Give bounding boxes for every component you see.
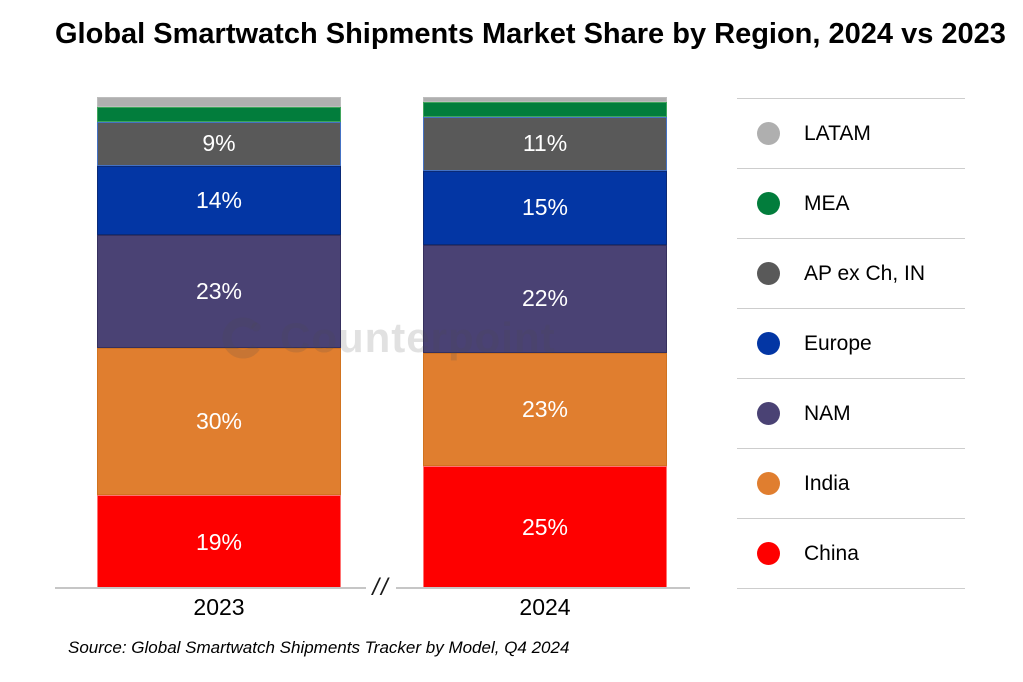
legend-label-ap-ex-ch-in: AP ex Ch, IN	[804, 261, 925, 285]
bar-segment-latam-2023	[97, 97, 341, 107]
legend-item-ap-ex-ch-in: AP ex Ch, IN	[737, 238, 965, 308]
legend-item-india: India	[737, 448, 965, 518]
bar-segment-nam-2024: 22%	[423, 244, 667, 353]
legend-label-china: China	[804, 541, 859, 565]
x-axis-label-2023: 2023	[193, 594, 245, 620]
legend-label-india: India	[804, 471, 850, 495]
legend-item-latam: LATAM	[737, 98, 965, 168]
legend-swatch-china	[757, 542, 780, 565]
data-label-nam-2024: 22%	[521, 285, 569, 312]
legend-swatch-latam	[757, 122, 780, 145]
data-label-india-2023: 30%	[195, 408, 243, 435]
data-label-nam-2023: 23%	[195, 277, 243, 304]
legend-item-china: China	[737, 518, 965, 589]
bar-segment-india-2023: 30%	[97, 347, 341, 496]
legend-item-nam: NAM	[737, 378, 965, 448]
x-axis-label-2024: 2024	[519, 594, 571, 620]
bar-segment-ap-ex-ch-in-2024: 11%	[423, 116, 667, 171]
bar-segment-india-2024: 23%	[423, 352, 667, 466]
data-label-india-2024: 23%	[521, 395, 569, 422]
legend-swatch-india	[757, 472, 780, 495]
legend: LATAM MEA AP ex Ch, IN Europe NAM India China	[737, 98, 965, 589]
bar-segment-mea-2024	[423, 101, 667, 117]
data-label-ap-ex-ch-in-2023: 9%	[202, 130, 236, 157]
axis-break-symbol: //	[366, 573, 396, 603]
source-note: Source: Global Smartwatch Shipments Trac…	[68, 638, 570, 657]
legend-item-europe: Europe	[737, 308, 965, 378]
legend-swatch-europe	[757, 332, 780, 355]
data-label-europe-2023: 14%	[195, 186, 243, 213]
chart-title: Global Smartwatch Shipments Market Share…	[55, 18, 1006, 50]
legend-swatch-mea	[757, 192, 780, 215]
bar-segment-ap-ex-ch-in-2023: 9%	[97, 121, 341, 166]
bar-segment-nam-2023: 23%	[97, 234, 341, 348]
legend-label-mea: MEA	[804, 191, 850, 215]
stacked-bar-2023: 9% 14% 23% 30% 19%	[97, 97, 341, 589]
bar-segment-china-2024: 25%	[423, 465, 667, 589]
legend-item-mea: MEA	[737, 168, 965, 238]
data-label-china-2024: 25%	[521, 513, 569, 540]
bar-segment-china-2023: 19%	[97, 495, 341, 589]
legend-label-latam: LATAM	[804, 121, 871, 145]
legend-swatch-nam	[757, 402, 780, 425]
bar-segment-mea-2023	[97, 106, 341, 122]
legend-swatch-ap-ex-ch-in	[757, 262, 780, 285]
bar-segment-latam-2024	[423, 97, 667, 102]
legend-label-europe: Europe	[804, 331, 872, 355]
data-label-china-2023: 19%	[195, 528, 243, 555]
stacked-bar-2024: 11% 15% 22% 23% 25%	[423, 97, 667, 589]
data-label-europe-2024: 15%	[521, 194, 569, 221]
data-label-ap-ex-ch-in-2024: 11%	[522, 130, 568, 157]
bar-segment-europe-2024: 15%	[423, 170, 667, 245]
legend-label-nam: NAM	[804, 401, 851, 425]
bar-segment-europe-2023: 14%	[97, 165, 341, 235]
